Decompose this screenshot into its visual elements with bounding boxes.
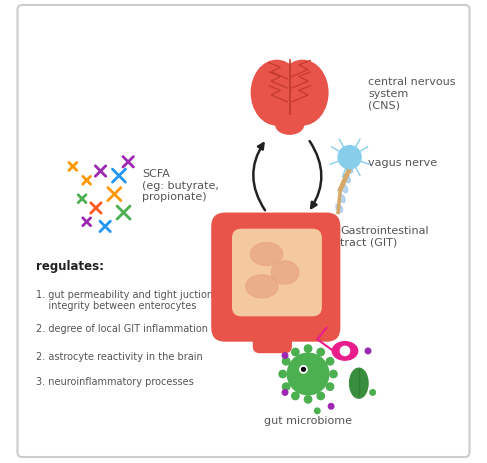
Ellipse shape [276,116,303,135]
Ellipse shape [250,243,283,266]
Circle shape [338,146,361,169]
FancyBboxPatch shape [211,213,340,342]
Circle shape [315,408,320,414]
Circle shape [330,370,337,378]
Circle shape [301,368,305,371]
Text: central nervous
system
(CNS): central nervous system (CNS) [368,77,455,110]
Text: 2. degree of local GIT inflammation: 2. degree of local GIT inflammation [36,324,208,333]
Text: SCFA
(eg: butyrate,
propionate): SCFA (eg: butyrate, propionate) [142,169,219,202]
Circle shape [282,390,288,395]
Text: 1. gut permeability and tight juction
    integrity between enterocytes: 1. gut permeability and tight juction in… [36,289,213,311]
Circle shape [317,393,324,400]
Circle shape [292,393,299,400]
Ellipse shape [277,61,328,125]
Circle shape [340,347,350,356]
Ellipse shape [346,165,353,174]
Ellipse shape [271,262,299,284]
Circle shape [282,358,290,365]
Circle shape [300,366,307,373]
Circle shape [282,383,290,390]
FancyBboxPatch shape [18,6,469,457]
Circle shape [326,383,334,390]
Text: vagus nerve: vagus nerve [368,157,437,168]
Text: Gastrointestinal
tract (GIT): Gastrointestinal tract (GIT) [340,225,429,247]
Text: 2. astrocyte reactivity in the brain: 2. astrocyte reactivity in the brain [36,351,203,361]
Circle shape [304,345,312,352]
Circle shape [292,349,299,356]
Circle shape [287,353,329,395]
Text: 3. neuroinflammatory processes: 3. neuroinflammatory processes [36,376,194,387]
Ellipse shape [246,275,278,298]
Circle shape [370,390,375,395]
Ellipse shape [338,194,345,203]
Text: #555555: #555555 [373,79,379,80]
Ellipse shape [332,342,357,360]
FancyBboxPatch shape [253,312,292,353]
Text: gut microbiome: gut microbiome [264,415,352,425]
Ellipse shape [336,205,342,213]
FancyBboxPatch shape [232,229,322,317]
Circle shape [282,353,288,358]
Ellipse shape [350,369,368,398]
Ellipse shape [341,185,348,193]
Circle shape [328,404,334,409]
Circle shape [365,348,371,354]
Circle shape [304,396,312,403]
Circle shape [279,370,286,378]
Ellipse shape [251,61,302,125]
Text: regulates:: regulates: [36,259,104,272]
Circle shape [326,358,334,365]
Circle shape [317,349,324,356]
Ellipse shape [344,175,350,183]
